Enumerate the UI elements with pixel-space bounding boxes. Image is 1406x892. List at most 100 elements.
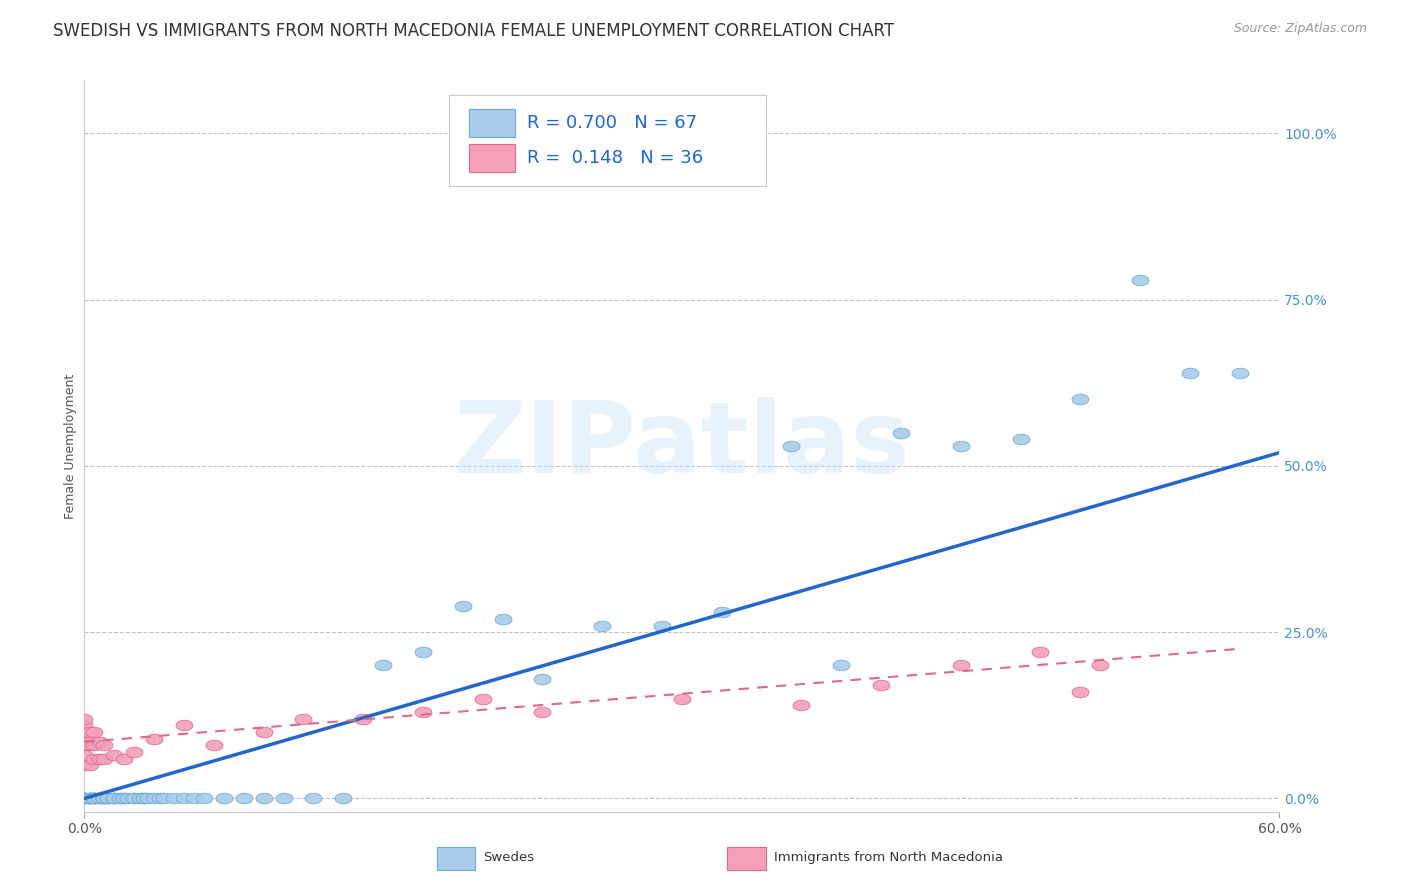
Point [97,791,120,805]
Point [780,439,803,453]
Point [97,791,120,805]
Point [110,791,132,805]
Point [193,791,215,805]
Point [232,791,254,805]
Point [202,738,225,752]
Point [112,791,135,805]
Point [870,678,893,692]
Point [1090,658,1112,673]
Point [212,791,235,805]
Point [1010,433,1032,447]
Point [302,791,325,805]
Point [83,725,105,739]
Point [143,791,166,805]
Point [173,718,195,732]
Point [83,751,105,765]
Point [79,791,101,805]
Point [110,791,132,805]
Point [89,791,111,805]
Y-axis label: Female Unemployment: Female Unemployment [65,374,77,518]
Point [1069,685,1091,699]
Point [83,791,105,805]
Point [93,751,115,765]
Point [79,738,101,752]
Text: Immigrants from North Macedonia: Immigrants from North Macedonia [773,851,1002,864]
Point [163,791,186,805]
Point [103,791,125,805]
Point [332,791,354,805]
Point [292,712,315,726]
Point [83,791,105,805]
Point [1229,366,1251,380]
Point [79,758,101,772]
Point [132,791,156,805]
Point [352,712,374,726]
Point [112,751,135,765]
Point [830,658,852,673]
Point [112,791,135,805]
Point [89,791,111,805]
Point [89,751,111,765]
Point [122,791,145,805]
Point [103,791,125,805]
Point [117,791,139,805]
Point [73,791,96,805]
Point [73,718,96,732]
Point [671,691,693,706]
Point [651,618,673,632]
Point [451,599,474,613]
Point [949,658,972,673]
FancyBboxPatch shape [437,847,475,871]
Point [93,738,115,752]
Point [412,645,434,659]
Point [103,791,125,805]
Point [73,791,96,805]
Point [73,731,96,746]
Point [73,748,96,763]
Text: Swedes: Swedes [484,851,534,864]
Point [710,605,733,619]
Point [73,791,96,805]
Point [79,725,101,739]
Point [132,791,156,805]
Point [89,791,111,805]
Point [103,748,125,763]
Point [93,791,115,805]
Point [79,791,101,805]
Point [790,698,813,713]
Point [79,791,101,805]
Point [73,712,96,726]
Point [890,425,912,440]
FancyBboxPatch shape [470,144,515,171]
Point [471,691,494,706]
Point [73,791,96,805]
Text: Source: ZipAtlas.com: Source: ZipAtlas.com [1233,22,1367,36]
Point [153,791,176,805]
Point [373,658,395,673]
Text: R =  0.148   N = 36: R = 0.148 N = 36 [527,149,703,167]
Point [149,791,172,805]
Point [73,758,96,772]
Point [79,791,101,805]
Point [253,725,276,739]
Point [89,735,111,749]
Text: ZIPatlas: ZIPatlas [454,398,910,494]
Point [531,705,554,719]
Point [93,791,115,805]
FancyBboxPatch shape [470,109,515,136]
Point [83,791,105,805]
Point [93,791,115,805]
Text: R = 0.700   N = 67: R = 0.700 N = 67 [527,113,696,132]
Point [83,791,105,805]
Point [1129,273,1152,287]
Point [531,672,554,686]
Point [183,791,205,805]
Point [412,705,434,719]
Point [253,791,276,805]
Point [143,731,166,746]
Point [122,745,145,759]
Point [1069,392,1091,407]
Point [136,791,159,805]
Point [73,738,96,752]
Point [591,618,613,632]
